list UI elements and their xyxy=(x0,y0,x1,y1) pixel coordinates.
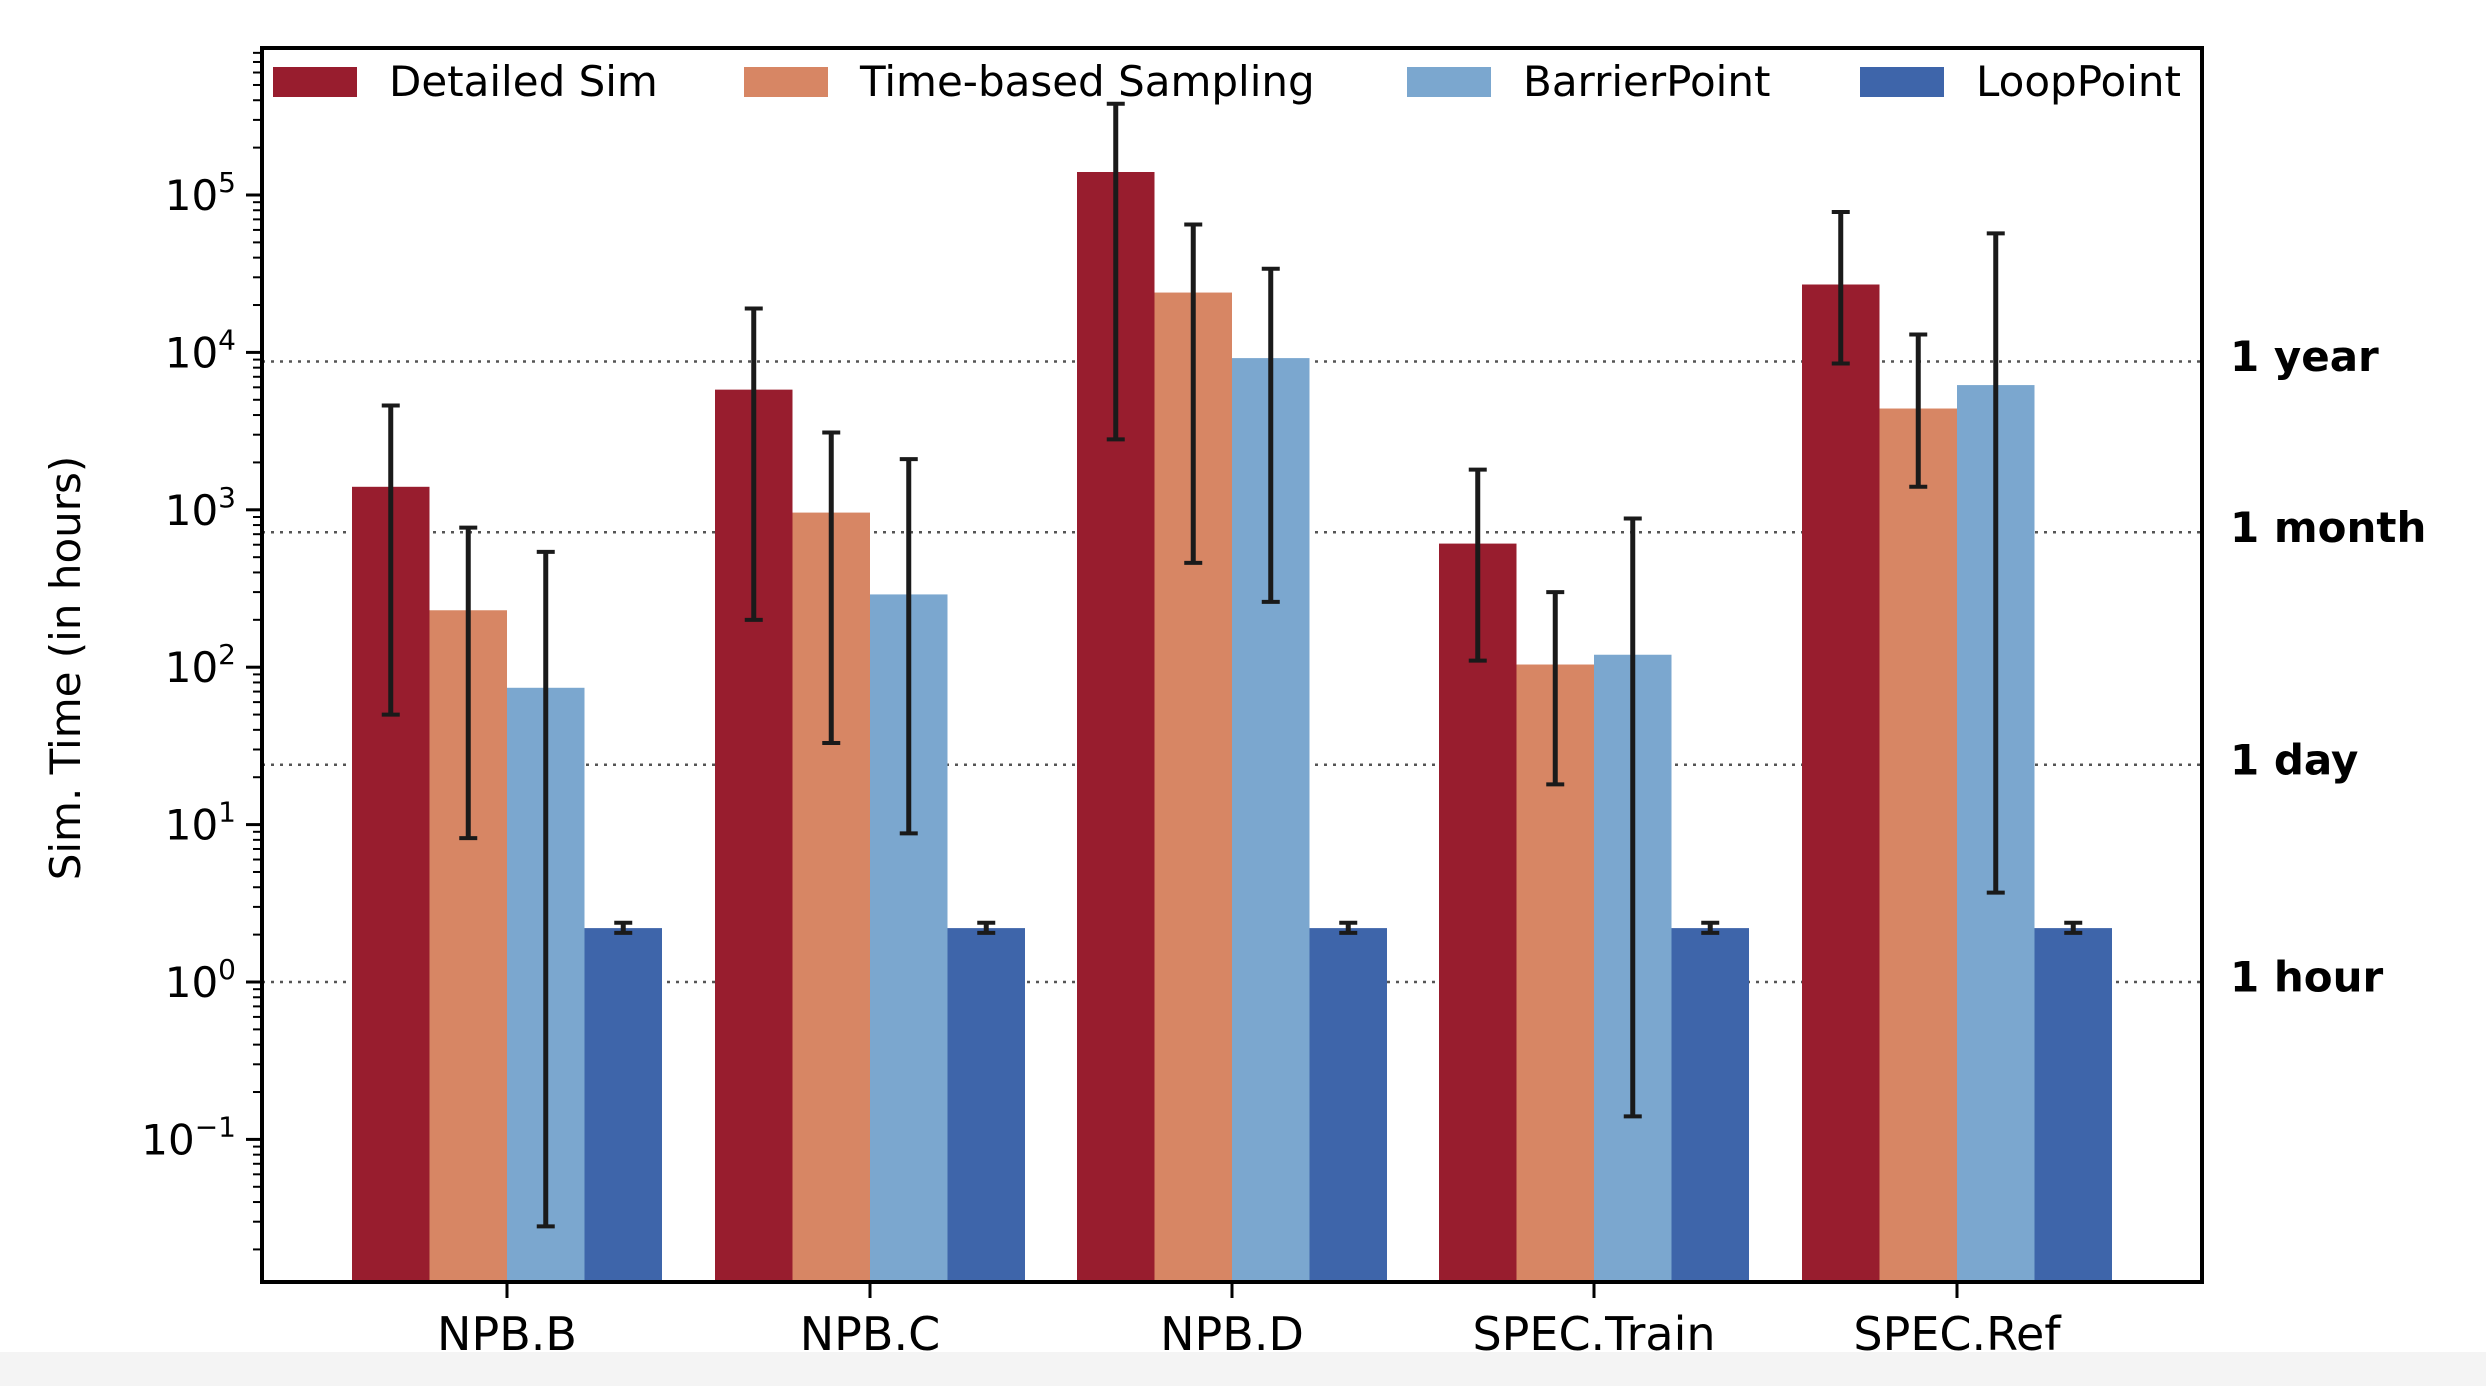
y-axis-label: Sim. Time (in hours) xyxy=(41,456,90,881)
reference-lines: 1 year 1 month 1 day 1 hour xyxy=(262,332,2426,1002)
legend-swatch-1 xyxy=(273,67,357,97)
bar-1-4 xyxy=(1439,543,1517,1282)
legend: Detailed Sim Time-based Sampling BarrierPo… xyxy=(273,57,2181,106)
bar-4-1 xyxy=(584,928,662,1282)
bar-2-5 xyxy=(1879,408,1957,1283)
bar-4-5 xyxy=(2034,928,2112,1282)
legend-swatch-2 xyxy=(744,67,828,97)
legend-label-4: LoopPoint xyxy=(1976,57,2181,106)
y-tick-label-6: 104 xyxy=(165,323,236,377)
legend-label-1: Detailed Sim xyxy=(389,57,658,106)
bar-1-5 xyxy=(1802,284,1880,1282)
legend-swatch-3 xyxy=(1407,67,1491,97)
y-tick-label-4: 102 xyxy=(165,638,236,692)
y-tick-label-3: 101 xyxy=(165,796,236,850)
reference-label-1: 1 year xyxy=(2230,332,2379,381)
bar-4-2 xyxy=(947,928,1025,1282)
reference-label-3: 1 day xyxy=(2230,735,2358,784)
legend-swatch-4 xyxy=(1860,67,1944,97)
y-tick-label-7: 105 xyxy=(165,166,236,220)
reference-label-2: 1 month xyxy=(2230,503,2426,552)
bar-4-3 xyxy=(1309,928,1387,1282)
legend-label-3: BarrierPoint xyxy=(1523,57,1770,106)
legend-label-2: Time-based Sampling xyxy=(859,57,1315,106)
y-tick-label-1: 10−1 xyxy=(141,1110,236,1164)
reference-label-4: 1 hour xyxy=(2230,953,2384,1002)
bar-4-4 xyxy=(1671,928,1749,1282)
bars xyxy=(352,171,2112,1283)
y-tick-label-5: 103 xyxy=(165,481,236,535)
y-tick-label-2: 100 xyxy=(165,953,236,1007)
bottom-strip xyxy=(0,1352,2486,1386)
error-bars xyxy=(381,101,2083,1229)
